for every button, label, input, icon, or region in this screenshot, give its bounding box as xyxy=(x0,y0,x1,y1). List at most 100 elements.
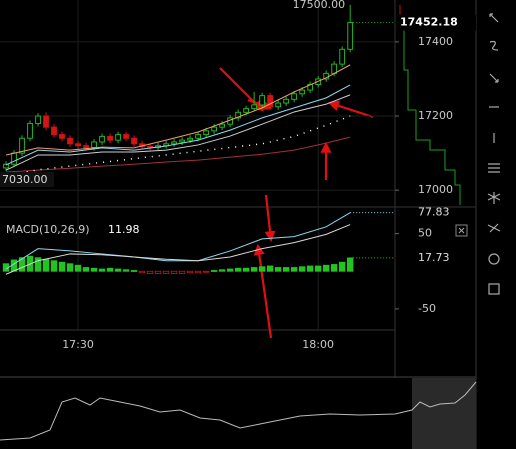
histogram-bar xyxy=(50,260,58,272)
x-tick-label: 17:30 xyxy=(62,338,94,351)
histogram-bar xyxy=(306,265,314,272)
marker-label: 77.83 xyxy=(418,206,450,219)
candle-body xyxy=(107,135,113,141)
tool-icon[interactable] xyxy=(487,192,501,204)
candle-body xyxy=(27,122,33,139)
candle-body xyxy=(59,134,65,139)
annotation-arrows xyxy=(219,67,374,339)
candle-body xyxy=(187,137,193,141)
navigator-line xyxy=(0,381,477,441)
candle-body xyxy=(195,134,202,139)
histogram-bar xyxy=(74,264,82,272)
candle-body xyxy=(267,95,274,108)
histogram-bar xyxy=(130,270,138,272)
histogram-bar xyxy=(298,266,306,272)
histogram-bar xyxy=(330,264,338,272)
candle-body xyxy=(283,98,290,104)
tool-icon[interactable] xyxy=(488,253,500,265)
macd-line xyxy=(5,212,351,270)
histogram-bar xyxy=(346,257,354,272)
candle-body xyxy=(131,137,137,145)
candle-body xyxy=(243,108,250,113)
histogram-bar xyxy=(18,257,26,272)
histogram-bar xyxy=(122,269,130,272)
histogram-bar xyxy=(146,270,154,274)
tool-icon[interactable] xyxy=(488,163,500,173)
y-tick-label: 17400 xyxy=(418,35,453,48)
low-label: 7030.00 xyxy=(2,173,48,186)
histogram-bar xyxy=(82,267,90,272)
tool-icon[interactable] xyxy=(489,13,499,23)
histogram-bar xyxy=(242,267,250,272)
histogram-bar xyxy=(170,270,178,274)
histogram-bar xyxy=(218,269,226,272)
histogram-bar xyxy=(186,270,194,274)
histogram-bar xyxy=(42,258,50,272)
y-tick-label: 17000 xyxy=(418,183,453,196)
histogram-bar xyxy=(138,270,146,274)
histogram-bar xyxy=(178,270,186,274)
tool-icon[interactable] xyxy=(488,283,500,295)
histogram-bar xyxy=(210,270,218,272)
candle-body xyxy=(51,126,57,136)
histogram-bar xyxy=(322,264,330,272)
candle-body xyxy=(99,135,105,143)
histogram-bar xyxy=(202,270,210,273)
candle-body xyxy=(91,141,97,149)
histogram-bar xyxy=(66,263,74,272)
histogram-bar xyxy=(338,261,346,272)
candle-body xyxy=(83,145,89,149)
y-tick-label: -50 xyxy=(418,302,436,315)
candle-body xyxy=(219,123,226,128)
ma-line xyxy=(5,115,351,177)
candle-body xyxy=(259,95,266,106)
marker-label: 17.73 xyxy=(418,251,450,264)
close-button[interactable] xyxy=(455,224,468,237)
last-price-label: 17452.18 xyxy=(400,16,458,29)
ma-line xyxy=(5,94,351,171)
candle-body xyxy=(331,63,338,74)
candle-body xyxy=(235,111,242,119)
candle-body xyxy=(147,145,153,149)
candle-body xyxy=(211,126,218,132)
histogram-bar xyxy=(98,268,106,272)
candle-body xyxy=(123,134,129,139)
histogram-bar xyxy=(34,257,42,272)
candle-body xyxy=(3,163,9,169)
histogram-bar xyxy=(90,267,98,272)
histogram-bar xyxy=(234,267,242,272)
indicator-value: 11.98 xyxy=(108,223,140,236)
candle-body xyxy=(299,89,306,95)
tool-icon[interactable] xyxy=(489,40,499,51)
candle-body xyxy=(43,115,49,128)
indicator-title: MACD(10,26,9) xyxy=(6,223,90,236)
histogram-bar xyxy=(194,270,202,274)
histogram-bar xyxy=(226,268,234,272)
macd-line xyxy=(5,224,351,275)
price-marker-label: 17500.00 xyxy=(293,0,346,11)
histogram-bar xyxy=(250,267,258,272)
last-price-box xyxy=(396,14,476,31)
navigator-window xyxy=(412,378,476,449)
tool-icon[interactable] xyxy=(487,223,501,233)
histogram-bar xyxy=(290,267,298,272)
candle-body xyxy=(275,102,282,108)
candle-body xyxy=(19,137,25,154)
data-layer: 17:30 18:00 17000 17200 17400 17452.18 17500.0… xyxy=(0,0,476,351)
y-tick-label: 50 xyxy=(418,227,432,240)
tool-icon[interactable] xyxy=(489,73,499,83)
ma-line xyxy=(5,64,351,156)
histogram-bar xyxy=(274,267,282,272)
candle-body xyxy=(251,104,258,110)
histogram-bar xyxy=(162,270,170,274)
histogram-bar xyxy=(58,261,66,272)
ma-line xyxy=(5,84,351,166)
histogram-bar xyxy=(266,265,274,272)
histogram-bar xyxy=(282,267,290,272)
histogram-bar xyxy=(314,265,322,272)
candle-body xyxy=(291,93,298,100)
low-label-box xyxy=(0,172,54,187)
y-tick-label: 17200 xyxy=(418,109,453,122)
